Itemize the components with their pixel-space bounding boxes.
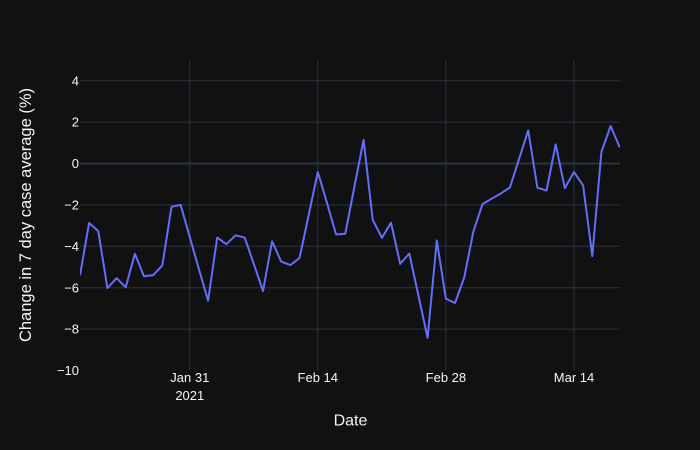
svg-text:Date: Date <box>334 413 368 430</box>
svg-text:−2: −2 <box>64 198 79 213</box>
svg-text:Change in 7 day case average (: Change in 7 day case average (%) <box>17 88 35 342</box>
svg-text:2021: 2021 <box>175 388 204 403</box>
svg-text:4: 4 <box>72 73 79 88</box>
svg-text:−6: −6 <box>64 280 79 295</box>
svg-text:−8: −8 <box>64 322 79 337</box>
svg-text:Jan 31: Jan 31 <box>170 370 209 385</box>
svg-text:0: 0 <box>72 156 79 171</box>
svg-text:−10: −10 <box>57 363 79 378</box>
svg-text:Feb 28: Feb 28 <box>426 370 466 385</box>
svg-text:Mar 14: Mar 14 <box>554 370 594 385</box>
svg-text:−4: −4 <box>64 239 79 254</box>
svg-text:2: 2 <box>72 115 79 130</box>
svg-text:Feb 14: Feb 14 <box>298 370 338 385</box>
